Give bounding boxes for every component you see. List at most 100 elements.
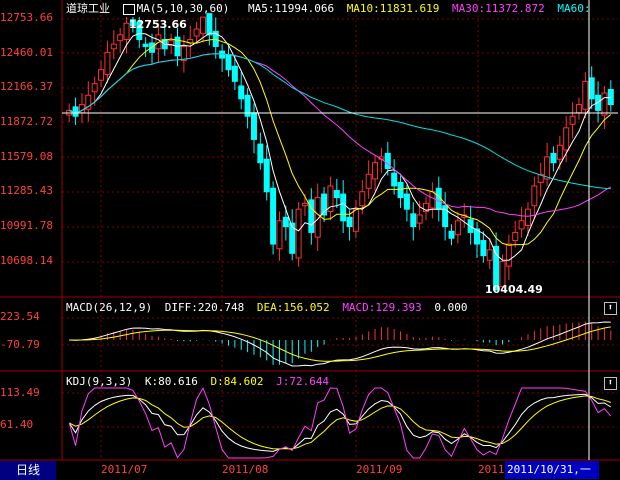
macd-hist-value: MACD:129.393 <box>342 301 422 314</box>
candle-body <box>588 77 595 100</box>
x-date-label: 2011 <box>478 463 505 476</box>
candle-body <box>442 205 449 228</box>
candle-body <box>340 193 347 222</box>
ma30-line <box>68 53 612 217</box>
candle-body <box>359 191 366 207</box>
macd-dea-value: DEA:156.052 <box>256 301 330 314</box>
candle-body <box>142 43 149 47</box>
ma10-line <box>68 38 612 246</box>
candle-body <box>314 197 321 238</box>
kdj-panel-header: KDJ(9,3,3) K:80.616 D:84.602 J:72.644 <box>66 373 335 390</box>
candle-body <box>244 94 251 117</box>
candle-body <box>524 208 531 226</box>
cursor-date-label: 2011/10/31,一 <box>505 461 599 479</box>
candle-body <box>346 216 353 228</box>
candle-body <box>531 185 538 207</box>
price-y-label: 11285.43 <box>0 184 53 197</box>
candle-body <box>569 115 576 125</box>
price-panel-header: 道琼工业 MA(5,10,30,60) MA5:11994.066 MA10:1… <box>66 0 597 17</box>
candle-body <box>117 34 124 42</box>
candle-body <box>270 187 277 245</box>
kdj-k-line <box>68 393 612 452</box>
ma60-line <box>68 53 611 190</box>
candle-body <box>410 213 417 228</box>
ma30-value: MA30:11372.872 <box>452 2 545 15</box>
candle-body <box>276 220 283 250</box>
candle-body <box>575 104 582 114</box>
x-date-label: 2011/08 <box>222 463 269 476</box>
candle-body <box>397 181 404 199</box>
candle-body <box>512 231 519 242</box>
candle-body <box>129 19 136 27</box>
macd-panel-toggle-button[interactable]: ⬆ <box>604 302 617 315</box>
candle-body <box>448 230 455 239</box>
high-price-callout: 12753.66 <box>129 18 187 31</box>
candle-body <box>98 69 105 81</box>
candle-body <box>563 127 570 151</box>
x-date-label: 2011/09 <box>356 463 403 476</box>
kdj-d-value: D:84.602 <box>210 375 264 388</box>
candle-body <box>365 173 372 189</box>
macd-dea-line <box>69 326 611 362</box>
candle-body <box>206 13 213 36</box>
kdj-d-line <box>68 395 611 450</box>
kdj-y-label: 113.49 <box>0 386 40 399</box>
price-y-label: 10991.78 <box>0 219 53 232</box>
kdj-params: KDJ(9,3,3) <box>66 375 133 388</box>
candle-body <box>416 214 423 224</box>
candle-body <box>321 193 328 216</box>
candle-body <box>295 208 302 259</box>
period-tab-daily[interactable]: 日线 <box>0 461 56 480</box>
price-y-label: 12460.01 <box>0 46 53 59</box>
candle-body <box>104 51 111 75</box>
candle-body <box>544 156 551 180</box>
candle-body <box>263 158 270 193</box>
candle-body <box>282 216 289 228</box>
candle-body <box>327 185 334 212</box>
candle-body <box>250 112 257 140</box>
kdj-y-label: 61.40 <box>0 418 34 431</box>
candle-body <box>136 21 143 41</box>
candle-body <box>454 220 461 236</box>
candle-body <box>474 228 480 245</box>
candle-body <box>556 144 563 160</box>
macd-params: MACD(26,12,9) <box>66 301 153 314</box>
ma5-value: MA5:11994.066 <box>247 2 335 15</box>
kdj-panel-toggle-button[interactable]: ⬆ <box>604 377 617 390</box>
candle-body <box>429 191 436 209</box>
price-y-label: 12753.66 <box>0 11 53 24</box>
candle-body <box>423 202 430 212</box>
candle-body <box>518 220 525 230</box>
candle-body <box>480 240 487 257</box>
candle-body <box>372 162 379 180</box>
ma5-line <box>68 32 611 261</box>
macd-diff-value: DIFF:220.748 <box>164 301 245 314</box>
candle-body <box>91 83 98 93</box>
candle-body <box>301 202 308 207</box>
macd-extra-value: 0.000 <box>434 301 468 314</box>
candle-body <box>289 222 296 254</box>
candle-body <box>193 28 200 37</box>
candle-body <box>352 208 359 232</box>
ma60-value: MA60: <box>557 2 591 15</box>
candle-body <box>238 85 245 100</box>
candle-body <box>110 43 117 50</box>
macd-y-label: 223.54 <box>0 310 40 323</box>
candle-body <box>493 245 500 291</box>
candle-body <box>123 22 130 41</box>
candle-body <box>607 88 614 106</box>
kdj-j-line <box>68 386 612 459</box>
macd-panel-header: MACD(26,12,9) DIFF:220.748 DEA:156.052 M… <box>66 299 474 316</box>
candle-body <box>308 199 315 233</box>
candle-body <box>505 243 512 267</box>
candle-body <box>225 54 232 71</box>
candle-body <box>200 16 206 35</box>
candle-body <box>499 260 506 288</box>
candle-body <box>333 190 340 199</box>
candle-body <box>486 249 493 261</box>
price-y-label: 12166.37 <box>0 80 53 93</box>
ma-icon <box>122 3 135 15</box>
low-price-callout: 10404.49 <box>485 283 543 296</box>
